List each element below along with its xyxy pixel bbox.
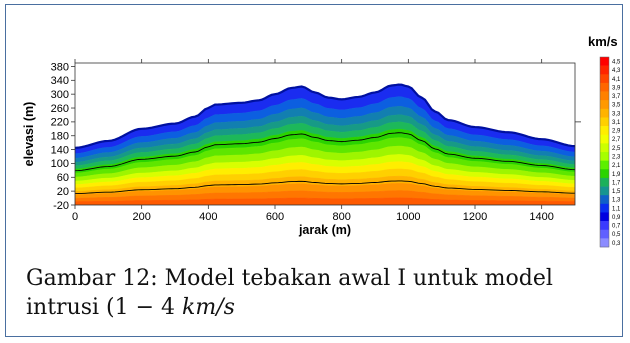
colorbar-tick-label: 0,5 <box>612 232 621 238</box>
colorbar-tick-label: 0,3 <box>612 241 621 247</box>
velocity-layer-14 <box>75 197 575 205</box>
caption-line-1: Gambar 12: Model tebakan awal I untuk mo… <box>26 266 553 291</box>
colorbar-swatch <box>600 152 609 161</box>
x-axis: 0 200 400 600 800 1000 1200 1400 <box>72 59 554 223</box>
colorbar-tick-label: 0,9 <box>612 215 621 221</box>
colorbar-swatch <box>600 57 609 66</box>
y-tick-label: 340 <box>51 75 69 87</box>
y-tick-label: 20 <box>57 186 69 198</box>
colorbar-swatch <box>600 238 609 248</box>
colorbar-swatch <box>600 229 609 239</box>
colorbar-swatch <box>600 108 609 118</box>
caption-line-2: intrusi (1 − 4 km/s <box>26 293 611 322</box>
colorbar-tick-label: 4,5 <box>612 60 621 66</box>
colorbar-tick-label: 1,3 <box>612 198 621 204</box>
x-tick-label: 400 <box>199 211 217 223</box>
colorbar-swatch <box>600 169 609 179</box>
contour-line-1 <box>75 180 575 195</box>
y-tick-label: 300 <box>51 89 69 101</box>
y-tick-label: 180 <box>51 131 69 143</box>
surface-outline <box>75 83 575 149</box>
colorbar-tick-label: 2,3 <box>612 155 621 161</box>
colorbar-swatch <box>600 160 609 170</box>
colorbar-tick-label: 1,1 <box>612 206 621 212</box>
colorbar-tick-label: 2,7 <box>612 137 621 143</box>
colorbar-swatch <box>600 134 609 144</box>
colorbar-swatch <box>600 195 609 205</box>
caption-line-2-prefix: intrusi (1 − 4 <box>26 295 183 320</box>
x-tick-label: 200 <box>132 211 150 223</box>
colorbar-tick-label: 3,9 <box>612 85 621 91</box>
plot-border <box>74 62 576 206</box>
x-tick-label: 1400 <box>529 211 553 223</box>
colorbar-tick-label: 1,7 <box>612 180 621 186</box>
x-tick-label: 0 <box>72 211 78 223</box>
colorbar: 4,5 4,3 4,1 3,9 3,7 3,5 3,3 3,1 2,9 2,7 2,5 2,3 2,1 1… <box>599 56 621 248</box>
y-axis-label: elevasi (m) <box>22 102 36 167</box>
colorbar-swatch <box>600 177 609 187</box>
colorbar-swatch <box>600 117 609 127</box>
colorbar-swatch <box>600 65 609 75</box>
colorbar-border <box>599 56 610 248</box>
colorbar-swatch <box>600 126 609 136</box>
colorbar-swatch <box>600 143 609 153</box>
colorbar-swatch <box>600 221 609 231</box>
x-tick-label: 1000 <box>396 211 420 223</box>
x-axis-label: jarak (m) <box>298 223 351 237</box>
colorbar-tick-label: 2,5 <box>612 146 621 152</box>
colorbar-swatch <box>600 212 609 222</box>
colorbar-swatch <box>600 74 609 84</box>
colorbar-tick-label: 0,7 <box>612 224 621 230</box>
colorbar-tick-label: 3,5 <box>612 103 621 109</box>
x-tick-label: 600 <box>266 211 284 223</box>
colorbar-tick-label: 3,3 <box>612 111 621 117</box>
y-tick-label: 140 <box>51 144 69 156</box>
contour-lines <box>75 132 575 195</box>
colorbar-tick-label: 2,1 <box>612 163 621 169</box>
colorbar-tick-label: 2,9 <box>612 129 621 135</box>
y-tick-label: 260 <box>51 103 69 115</box>
colorbar-swatch <box>600 91 609 101</box>
x-tick-label: 1200 <box>463 211 487 223</box>
colorbar-swatch <box>600 100 609 110</box>
colorbar-tick-label: 3,1 <box>612 120 621 126</box>
y-tick-label: -20 <box>53 200 69 212</box>
figure-caption: Gambar 12: Model tebakan awal I untuk mo… <box>26 264 611 322</box>
y-tick-label: 220 <box>51 117 69 129</box>
x-tick-label: 800 <box>332 211 350 223</box>
contour-line-0 <box>75 132 575 172</box>
colorbar-title: km/s <box>588 34 618 49</box>
y-tick-label: 100 <box>51 158 69 170</box>
y-tick-label: 380 <box>51 61 69 73</box>
y-tick-label: 60 <box>57 172 69 184</box>
colorbar-tick-label: 3,7 <box>612 94 621 100</box>
colorbar-swatch <box>600 203 609 213</box>
velocity-layers <box>75 83 575 205</box>
caption-line-2-unit: km/s <box>182 295 235 320</box>
colorbar-tick-label: 1,5 <box>612 189 621 195</box>
colorbar-tick-label: 4,1 <box>612 77 621 83</box>
colorbar-swatch <box>600 82 609 92</box>
colorbar-tick-label: 4,3 <box>612 68 621 74</box>
colorbar-tick-label: 1,9 <box>612 172 621 178</box>
colorbar-swatch <box>600 186 609 196</box>
